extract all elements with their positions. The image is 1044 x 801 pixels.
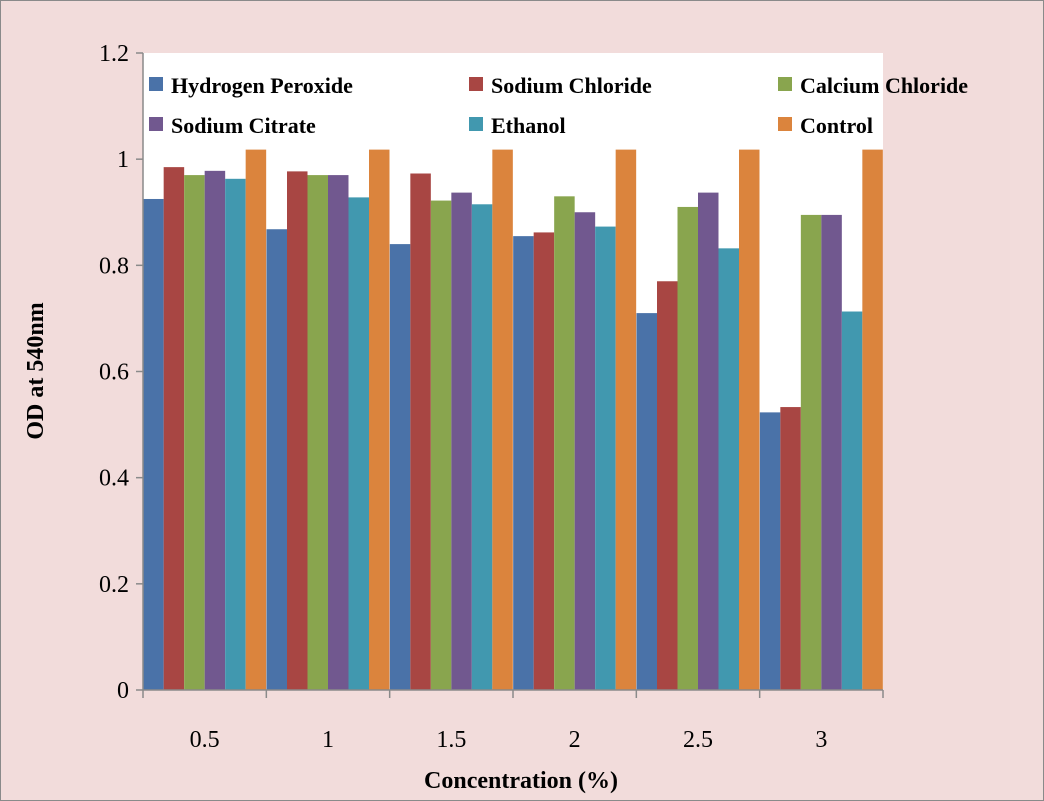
x-tick-label: 2 [569, 727, 581, 753]
legend: Hydrogen Peroxide Sodium Chloride Calcium … [149, 73, 968, 138]
bar-ethanol-2.5 [718, 248, 739, 690]
x-axis-title: Concentration (%) [424, 768, 618, 794]
bar-calcium-chloride-2 [554, 196, 575, 690]
bar-calcium-chloride-1 [307, 175, 328, 690]
bar-calcium-chloride-0.5 [184, 175, 205, 690]
bar-sodium-citrate-1.5 [451, 192, 472, 690]
y-tick-label: 0.8 [99, 253, 129, 279]
bar-hydrogen-peroxide-1.5 [389, 244, 411, 690]
bar-hydrogen-peroxide-2 [513, 236, 534, 690]
x-tick-label: 3 [815, 727, 827, 753]
y-axis-ticks: 0 0.2 0.4 0.6 0.8 1 1.2 [99, 41, 143, 704]
bar-ethanol-1 [348, 197, 369, 691]
legend-swatch-sodium-citrate [149, 117, 163, 131]
bar-ethanol-3 [841, 311, 863, 690]
legend-swatch-hydrogen-peroxide [149, 77, 163, 91]
bars-group [143, 149, 883, 691]
y-tick-label: 0 [117, 678, 129, 704]
bar-calcium-chloride-1.5 [430, 200, 452, 691]
y-tick-label: 1.2 [99, 41, 129, 67]
bar-sodium-citrate-2.5 [698, 192, 719, 690]
x-tick-label: 1.5 [436, 727, 466, 753]
legend-label-control: Control [800, 113, 873, 138]
bar-sodium-chloride-0.5 [163, 167, 185, 691]
bar-sodium-citrate-3 [821, 214, 842, 690]
y-axis-title: OD at 540nm [23, 302, 49, 439]
x-tick-label: 2.5 [683, 727, 713, 753]
x-tick-label: 1 [322, 727, 334, 753]
bar-control-1.5 [492, 149, 513, 690]
bar-ethanol-0.5 [225, 178, 246, 690]
legend-swatch-ethanol [469, 117, 483, 131]
y-tick-label: 1 [117, 147, 129, 173]
y-tick-label: 0.2 [99, 572, 129, 598]
y-tick-label: 0.6 [99, 360, 129, 386]
y-tick-label: 0.4 [99, 466, 129, 492]
bar-sodium-chloride-3 [780, 407, 801, 690]
bar-hydrogen-peroxide-0.5 [143, 198, 164, 690]
legend-label-sodium-citrate: Sodium Citrate [171, 113, 316, 138]
bar-ethanol-2 [595, 226, 616, 690]
legend-swatch-calcium-chloride [778, 77, 792, 91]
bar-sodium-chloride-2.5 [657, 281, 678, 690]
bar-calcium-chloride-3 [800, 214, 822, 690]
x-axis-ticks: 0.5 1 1.5 2 2.5 3 [142, 690, 884, 753]
bar-sodium-citrate-0.5 [204, 170, 226, 691]
bar-sodium-chloride-1 [287, 171, 308, 690]
bar-control-2.5 [739, 149, 760, 690]
bar-sodium-citrate-1 [328, 175, 349, 690]
legend-label-ethanol: Ethanol [491, 113, 566, 138]
legend-label-hydrogen-peroxide: Hydrogen Peroxide [171, 73, 353, 98]
legend-swatch-control [778, 117, 792, 131]
bar-control-0.5 [245, 149, 267, 690]
bar-ethanol-1.5 [471, 204, 493, 690]
x-tick-label: 0.5 [190, 727, 220, 753]
bar-sodium-chloride-2 [533, 232, 555, 690]
bar-hydrogen-peroxide-2.5 [636, 313, 657, 690]
bar-control-1 [369, 149, 390, 690]
legend-label-calcium-chloride: Calcium Chloride [800, 73, 968, 98]
plot-area [143, 53, 883, 690]
bar-hydrogen-peroxide-1 [266, 229, 287, 690]
bar-sodium-citrate-2 [574, 212, 596, 690]
legend-label-sodium-chloride: Sodium Chloride [491, 73, 652, 98]
bar-control-2 [615, 149, 637, 690]
bar-control-3 [862, 149, 883, 690]
legend-swatch-sodium-chloride [469, 77, 483, 91]
bar-hydrogen-peroxide-3 [759, 412, 781, 690]
bar-calcium-chloride-2.5 [677, 206, 698, 691]
bar-sodium-chloride-1.5 [410, 173, 431, 691]
